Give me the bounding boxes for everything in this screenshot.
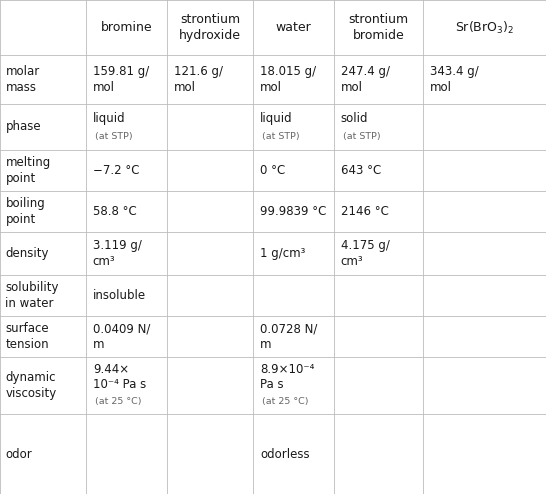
Text: strontium
bromide: strontium bromide bbox=[348, 13, 409, 42]
Text: 247.4 g/
mol: 247.4 g/ mol bbox=[341, 65, 390, 94]
Text: 2146 °C: 2146 °C bbox=[341, 205, 389, 218]
Text: 1 g/cm³: 1 g/cm³ bbox=[260, 247, 305, 260]
Text: water: water bbox=[276, 21, 312, 34]
Text: odorless: odorless bbox=[260, 448, 310, 461]
Text: boiling
point: boiling point bbox=[5, 197, 45, 226]
Text: 10⁻⁴ Pa s: 10⁻⁴ Pa s bbox=[93, 378, 146, 391]
Text: solubility
in water: solubility in water bbox=[5, 281, 59, 310]
Text: (at 25 °C): (at 25 °C) bbox=[262, 397, 308, 407]
Text: 343.4 g/
mol: 343.4 g/ mol bbox=[430, 65, 478, 94]
Text: 159.81 g/
mol: 159.81 g/ mol bbox=[93, 65, 149, 94]
Text: 18.015 g/
mol: 18.015 g/ mol bbox=[260, 65, 316, 94]
Text: (at STP): (at STP) bbox=[262, 132, 300, 141]
Text: Pa s: Pa s bbox=[260, 378, 283, 391]
Text: surface
tension: surface tension bbox=[5, 322, 49, 351]
Text: liquid: liquid bbox=[260, 112, 293, 125]
Text: solid: solid bbox=[341, 112, 368, 125]
Text: 643 °C: 643 °C bbox=[341, 164, 381, 177]
Text: bromine: bromine bbox=[101, 21, 152, 34]
Text: density: density bbox=[5, 247, 49, 260]
Text: −7.2 °C: −7.2 °C bbox=[93, 164, 139, 177]
Text: 3.119 g/
cm³: 3.119 g/ cm³ bbox=[93, 239, 142, 268]
Text: (at 25 °C): (at 25 °C) bbox=[95, 397, 141, 407]
Text: melting
point: melting point bbox=[5, 156, 51, 185]
Text: molar
mass: molar mass bbox=[5, 65, 40, 94]
Text: (at STP): (at STP) bbox=[343, 132, 381, 141]
Text: Sr(BrO$_3$)$_2$: Sr(BrO$_3$)$_2$ bbox=[455, 20, 514, 36]
Text: 121.6 g/
mol: 121.6 g/ mol bbox=[174, 65, 223, 94]
Text: 0.0728 N/
m: 0.0728 N/ m bbox=[260, 322, 317, 351]
Text: insoluble: insoluble bbox=[93, 289, 146, 302]
Text: 0 °C: 0 °C bbox=[260, 164, 285, 177]
Text: 58.8 °C: 58.8 °C bbox=[93, 205, 136, 218]
Text: phase: phase bbox=[5, 120, 41, 133]
Text: strontium
hydroxide: strontium hydroxide bbox=[179, 13, 241, 42]
Text: dynamic
viscosity: dynamic viscosity bbox=[5, 371, 57, 400]
Text: 0.0409 N/
m: 0.0409 N/ m bbox=[93, 322, 150, 351]
Text: 8.9×10⁻⁴: 8.9×10⁻⁴ bbox=[260, 363, 314, 376]
Text: 99.9839 °C: 99.9839 °C bbox=[260, 205, 327, 218]
Text: 4.175 g/
cm³: 4.175 g/ cm³ bbox=[341, 239, 390, 268]
Text: 9.44×: 9.44× bbox=[93, 363, 129, 376]
Text: liquid: liquid bbox=[93, 112, 126, 125]
Text: (at STP): (at STP) bbox=[95, 132, 133, 141]
Text: odor: odor bbox=[5, 448, 32, 461]
